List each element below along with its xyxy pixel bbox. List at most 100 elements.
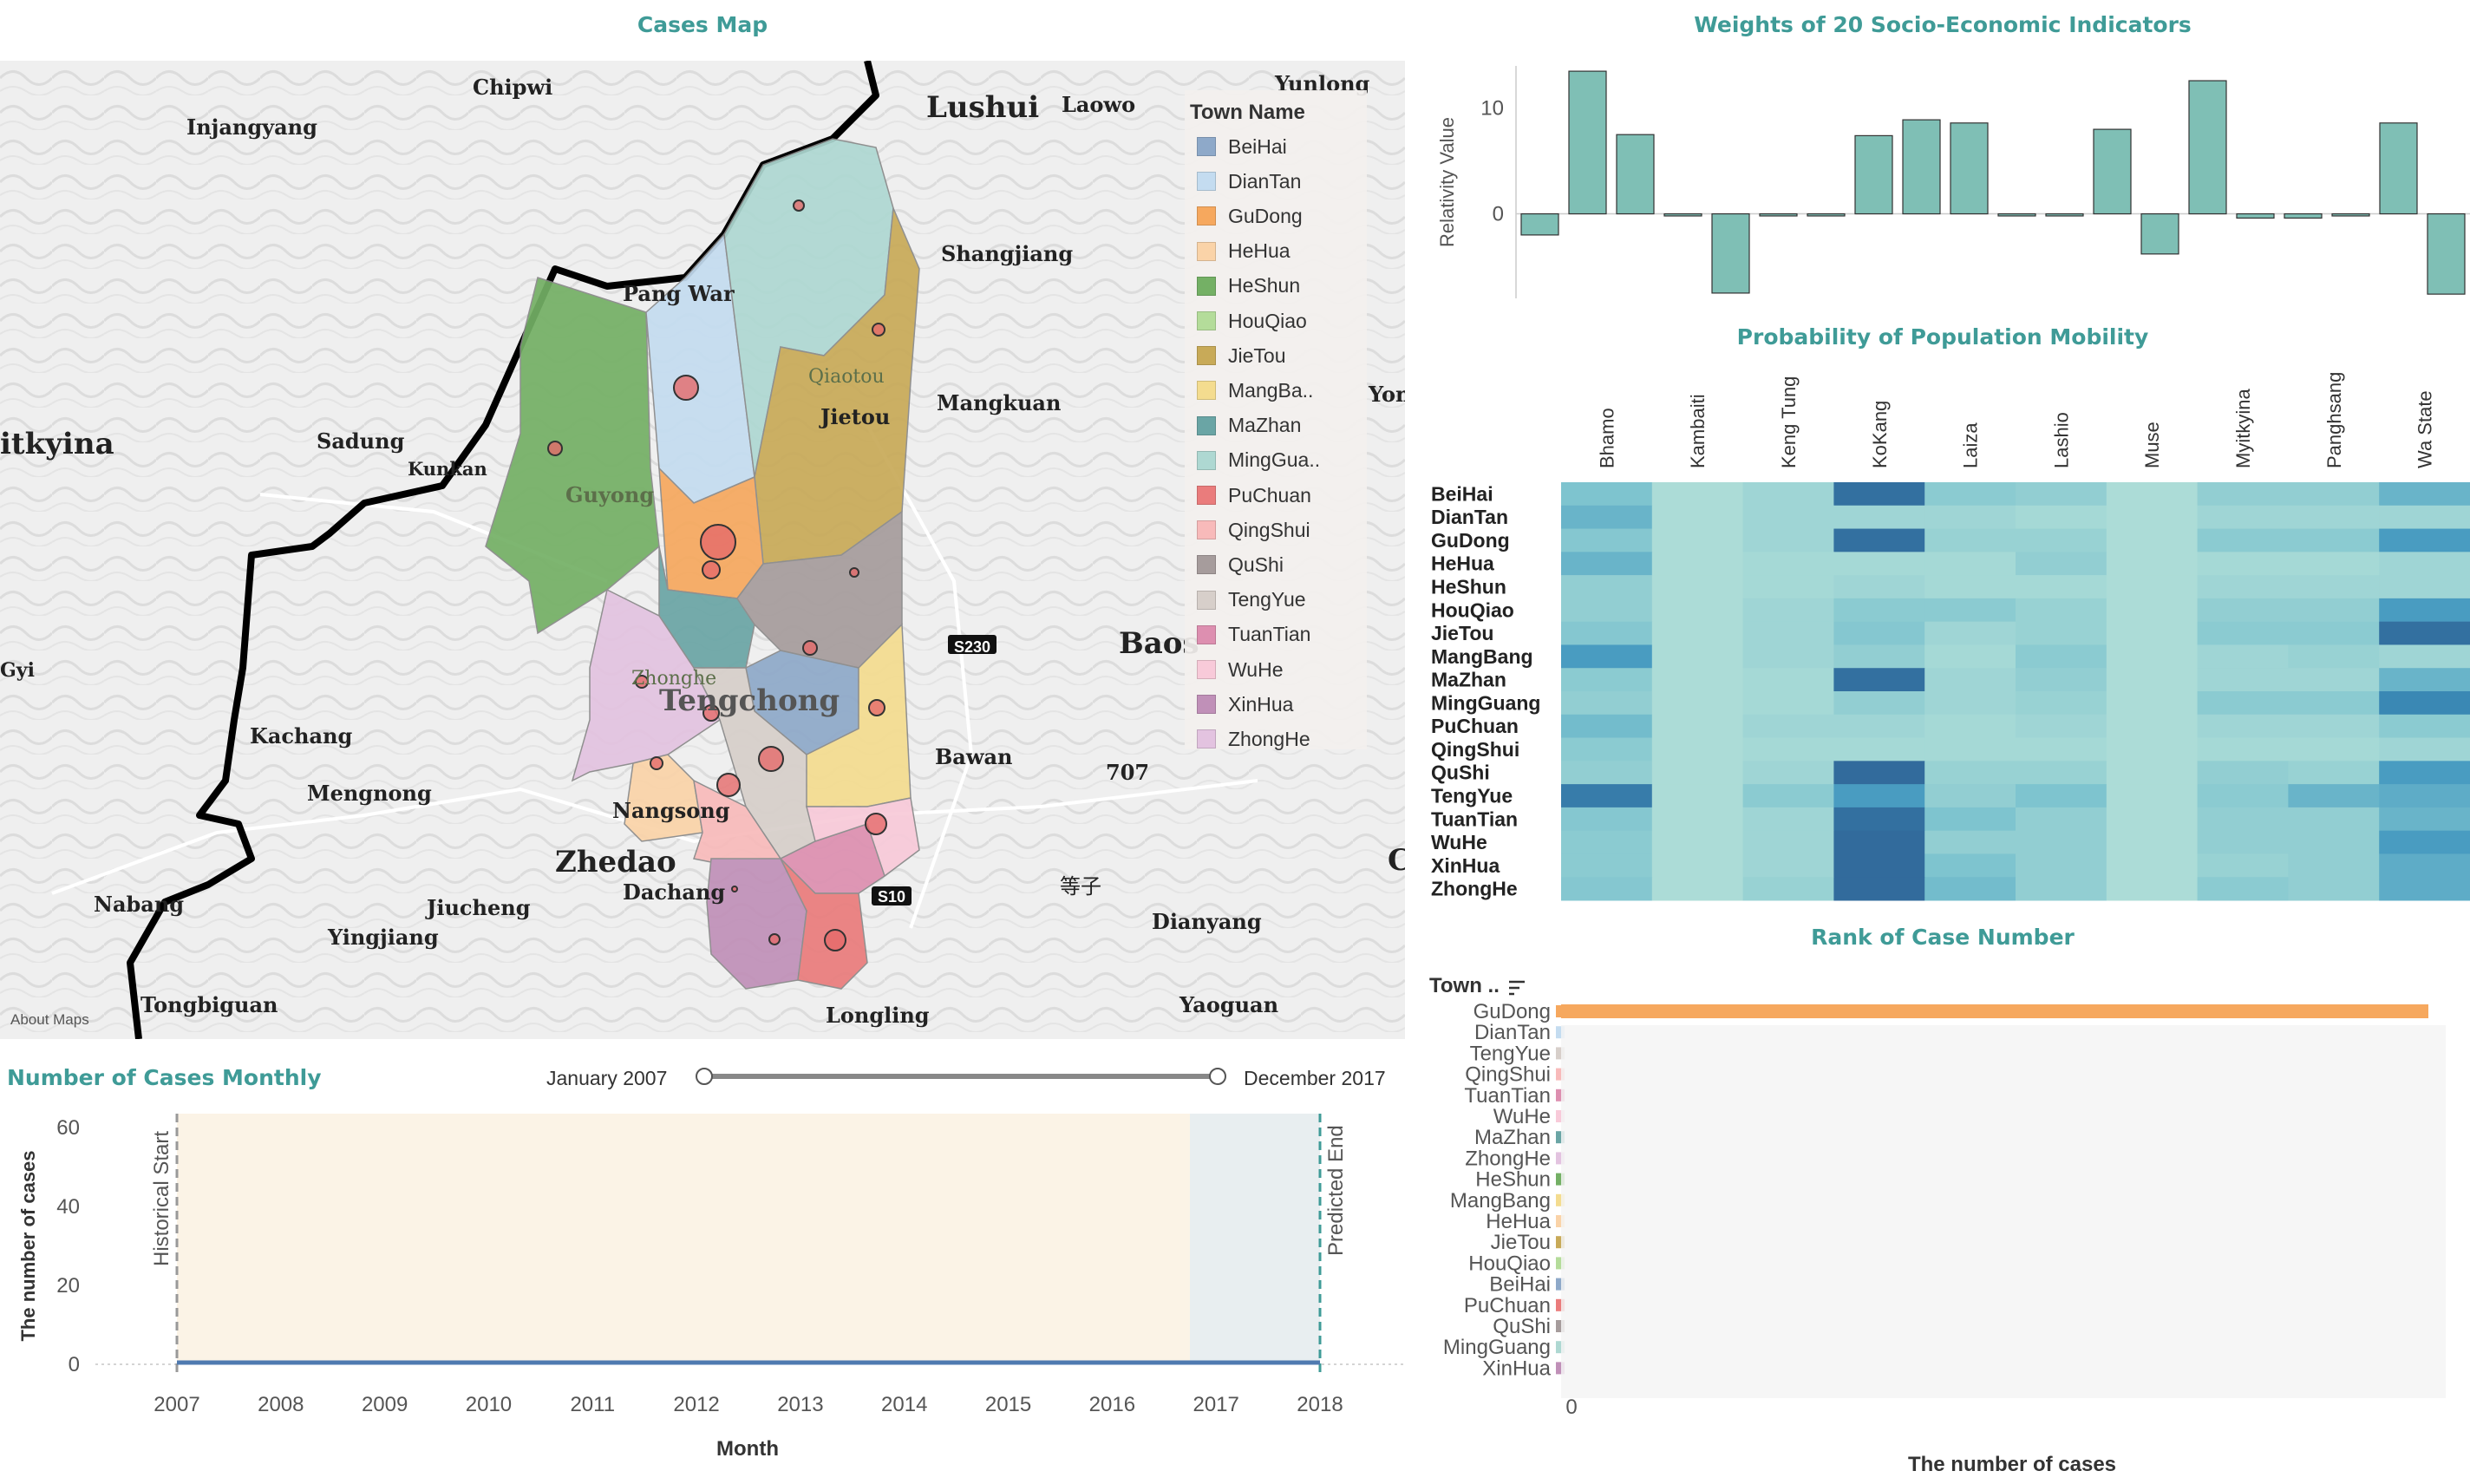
heatmap-cell[interactable] (1833, 784, 1925, 808)
heatmap-cell[interactable] (1924, 644, 2016, 669)
heatmap-cell[interactable] (1651, 505, 1744, 530)
heatmap-cell[interactable] (1742, 830, 1834, 854)
heatmap-cell[interactable] (2016, 528, 2107, 552)
heatmap-cell[interactable] (2197, 505, 2289, 530)
heatmap-cell[interactable] (2016, 621, 2107, 645)
heatmap-cell[interactable] (2379, 621, 2470, 645)
heatmap-cell[interactable] (2379, 644, 2470, 669)
heatmap-cell[interactable] (1561, 575, 1653, 599)
heatmap-cell[interactable] (2106, 598, 2199, 623)
heatmap-cell[interactable] (2379, 714, 2470, 739)
weight-bar[interactable] (2045, 212, 2084, 217)
heatmap-cell[interactable] (1833, 714, 1925, 739)
heatmap-cell[interactable] (2016, 505, 2107, 530)
case-marker-mangbang[interactable] (868, 699, 885, 716)
heatmap-cell[interactable] (1561, 877, 1653, 901)
heatmap-cell[interactable] (1833, 853, 1925, 878)
heatmap-cell[interactable] (1742, 644, 1834, 669)
heatmap-cell[interactable] (2016, 714, 2107, 739)
legend-item[interactable]: WuHe (1197, 657, 1284, 683)
town-regions[interactable] (485, 138, 920, 990)
heatmap-cell[interactable] (1742, 575, 1834, 599)
heatmap-cell[interactable] (2197, 598, 2289, 623)
heatmap-cell[interactable] (1561, 691, 1653, 716)
case-marker-puchuan-2[interactable] (824, 929, 846, 951)
heatmap-cell[interactable] (1651, 714, 1744, 739)
case-marker-puchuan[interactable] (768, 933, 781, 945)
heatmap-cell[interactable] (2016, 761, 2107, 785)
heatmap-cell[interactable] (1833, 644, 1925, 669)
heatmap-cell[interactable] (1651, 621, 1744, 645)
heatmap-cell[interactable] (1924, 691, 2016, 716)
date-range-slider[interactable] (702, 1074, 1218, 1079)
heatmap-cell[interactable] (2288, 737, 2380, 762)
heatmap-cell[interactable] (2197, 621, 2289, 645)
case-marker-tuantian[interactable] (758, 746, 784, 772)
heatmap-cell[interactable] (2106, 691, 2199, 716)
legend-item[interactable]: GuDong (1197, 203, 1303, 229)
heatmap-cell[interactable] (1742, 691, 1834, 716)
heatmap-cell[interactable] (2197, 877, 2289, 901)
weight-bar[interactable] (1568, 70, 1607, 215)
heatmap-cell[interactable] (2016, 830, 2107, 854)
heatmap-cell[interactable] (1742, 668, 1834, 692)
weight-bar[interactable] (1711, 212, 1750, 294)
weight-bar[interactable] (1616, 134, 1655, 215)
heatmap-cell[interactable] (1742, 807, 1834, 832)
weight-bar[interactable] (2331, 212, 2370, 217)
heatmap-cell[interactable] (2197, 691, 2289, 716)
legend-item[interactable]: ZhongHe (1197, 726, 1310, 752)
heatmap-cell[interactable] (1924, 482, 2016, 507)
case-marker-heshun[interactable] (547, 441, 563, 456)
heatmap-cell[interactable] (2197, 737, 2289, 762)
heatmap-cell[interactable] (1833, 528, 1925, 552)
heatmap-cell[interactable] (1651, 552, 1744, 576)
heatmap-cell[interactable] (1924, 505, 2016, 530)
heatmap-cell[interactable] (1561, 528, 1653, 552)
heatmap-cell[interactable] (1833, 505, 1925, 530)
heatmap-cell[interactable] (2197, 552, 2289, 576)
weight-bar[interactable] (2284, 212, 2323, 219)
heatmap-cell[interactable] (2016, 482, 2107, 507)
heatmap-cell[interactable] (2288, 575, 2380, 599)
weight-bar[interactable] (1520, 212, 1559, 236)
heatmap-cell[interactable] (1561, 598, 1653, 623)
case-marker-xinhua[interactable] (731, 886, 738, 892)
map-attribution[interactable]: About Maps (10, 1011, 89, 1028)
heatmap-cell[interactable] (2016, 807, 2107, 832)
legend-item[interactable]: HeHua (1197, 239, 1291, 265)
heatmap-cell[interactable] (2106, 528, 2199, 552)
heatmap-cell[interactable] (2016, 877, 2107, 901)
slider-start-handle[interactable] (696, 1068, 713, 1085)
heatmap-cell[interactable] (1742, 528, 1834, 552)
legend-item[interactable]: MingGua.. (1197, 448, 1320, 474)
heatmap-cell[interactable] (2288, 853, 2380, 878)
heatmap-cell[interactable] (2016, 644, 2107, 669)
map-canvas[interactable] (0, 61, 1405, 1039)
heatmap-cell[interactable] (2016, 691, 2107, 716)
heatmap-cell[interactable] (2288, 644, 2380, 669)
heatmap-cell[interactable] (1833, 691, 1925, 716)
heatmap-cell[interactable] (2106, 877, 2199, 901)
heatmap-cell[interactable] (1833, 621, 1925, 645)
rank-bar-gudong[interactable] (1561, 1004, 2428, 1018)
legend-item[interactable]: TengYue (1197, 587, 1306, 613)
region-heshun[interactable] (485, 277, 660, 635)
heatmap-cell[interactable] (1742, 877, 1834, 901)
heatmap-cell[interactable] (2379, 598, 2470, 623)
heatmap-cell[interactable] (1833, 877, 1925, 901)
heatmap-cell[interactable] (1651, 784, 1744, 808)
weight-bar[interactable] (1997, 212, 2036, 217)
legend-item[interactable]: XinHua (1197, 691, 1293, 717)
heatmap-cell[interactable] (1561, 807, 1653, 832)
weight-bar[interactable] (2236, 212, 2275, 219)
weight-bar[interactable] (2188, 80, 2227, 215)
heatmap-cell[interactable] (2288, 761, 2380, 785)
heatmap-cell[interactable] (2106, 644, 2199, 669)
heatmap-cell[interactable] (1561, 552, 1653, 576)
heatmap-cell[interactable] (2288, 552, 2380, 576)
heatmap-cell[interactable] (2379, 552, 2470, 576)
case-marker-qingshui[interactable] (716, 773, 741, 797)
mobility-heatmap[interactable]: Bhamo Kambaiti Keng Tung KoKang Laiza Lashio M… (1422, 356, 2470, 911)
weight-bar[interactable] (1759, 212, 1798, 217)
